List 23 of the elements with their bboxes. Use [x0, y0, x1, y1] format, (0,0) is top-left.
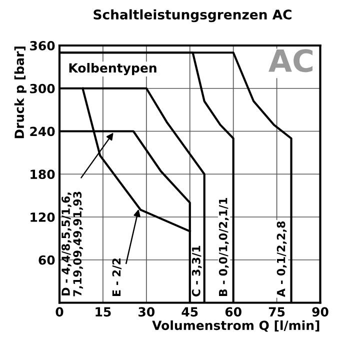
y-tick-label: 300 — [30, 84, 55, 94]
y-tick-label: 60 — [38, 255, 55, 265]
annotation: Kolbentypen — [69, 62, 156, 76]
annotation: A - 0,1/2,2,8 — [276, 221, 287, 297]
chart-title: Schaltleistungsgrenzen AC — [94, 9, 292, 22]
x-axis-title: Volumenstrom Q [l/min] — [152, 320, 320, 332]
y-tick-label: 180 — [30, 170, 55, 180]
x-tick-label: 0 — [56, 307, 64, 317]
x-tick-label: 45 — [182, 307, 198, 317]
annotation: C - 3,3/1 — [192, 246, 202, 296]
x-tick-label: 75 — [268, 307, 285, 317]
x-tick-label: 30 — [138, 307, 155, 317]
y-tick-label: 120 — [30, 212, 55, 222]
annotation: AC — [268, 49, 313, 72]
annotation: D - 4,4/8,5,5/1,6, 7,19,09,49,91,93 — [62, 192, 83, 296]
annotation: B - 0,0/1,0/2,1/1 — [218, 198, 229, 296]
y-tick-label: 360 — [30, 40, 55, 50]
x-tick-label: 90 — [312, 307, 328, 317]
x-tick-label: 60 — [225, 307, 242, 317]
x-tick-label: 15 — [96, 307, 111, 317]
y-axis-title: Druck p [bar] — [14, 46, 26, 138]
y-tick-label: 240 — [30, 126, 55, 136]
annotation: E - 2/2 — [112, 258, 122, 296]
